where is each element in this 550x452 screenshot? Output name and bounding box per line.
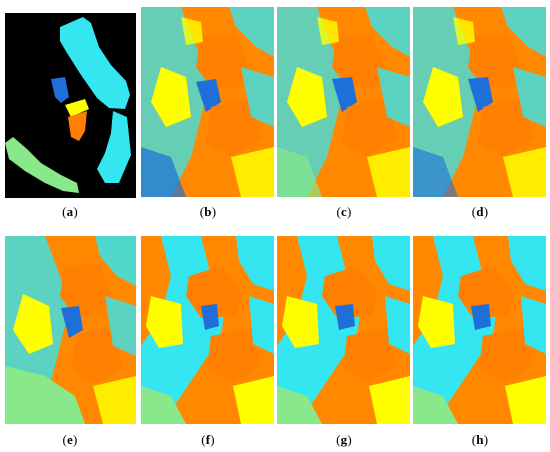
panel-a-ground-truth-map — [5, 13, 136, 198]
caption-f: (f) — [201, 432, 215, 447]
caption-c: (c) — [336, 204, 352, 219]
panel-c-classification-map — [277, 7, 410, 197]
caption-g: (g) — [336, 432, 352, 447]
panel-e-classification-map — [5, 236, 136, 424]
caption-b: (b) — [199, 204, 217, 219]
caption-d: (d) — [471, 204, 489, 219]
panel-d-classification-map — [413, 7, 546, 197]
caption-e: (e) — [62, 432, 78, 447]
panel-h-classification-map — [413, 236, 546, 424]
panel-f-classification-map — [141, 236, 274, 424]
caption-a: (a) — [62, 204, 78, 219]
panel-b-classification-map — [141, 7, 274, 197]
caption-h: (h) — [471, 432, 489, 447]
panel-g-classification-map — [277, 236, 410, 424]
